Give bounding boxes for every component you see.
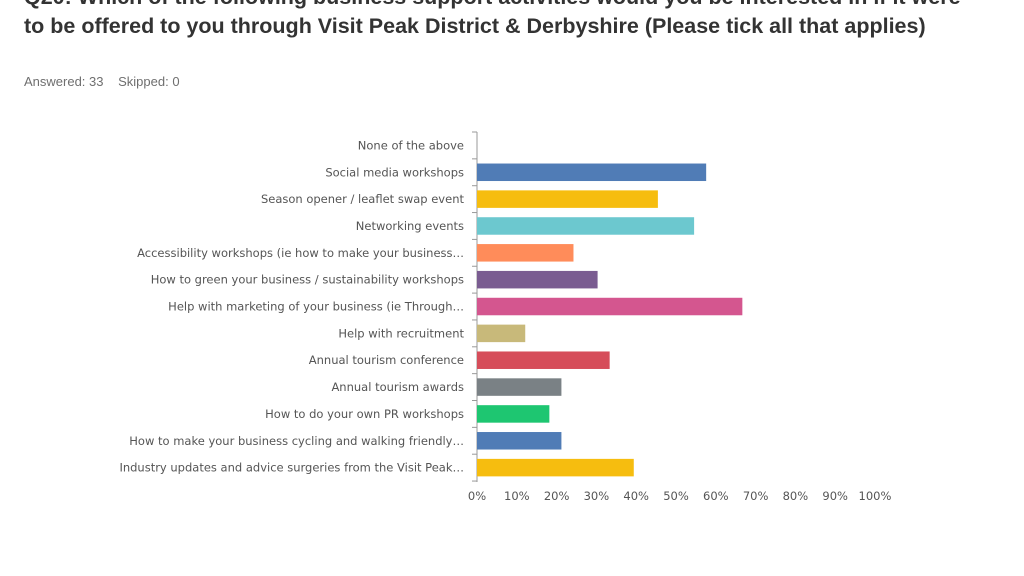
answered-count: Answered: 33 [24,74,104,89]
question-title: Q20: Which of the following business sup… [24,0,961,38]
x-tick-label: 40% [623,489,649,503]
x-tick-label: 50% [663,489,689,503]
category-label: How to do your own PR workshops [265,407,464,421]
bar [477,297,743,316]
category-label: Industry updates and advice surgeries fr… [119,461,464,475]
x-tick-label: 0% [468,489,486,503]
category-label: Networking events [356,219,464,233]
category-label: Help with recruitment [338,326,464,340]
x-tick-label: 10% [504,489,530,503]
x-tick-label: 80% [783,489,809,503]
response-counts: Answered: 33 Skipped: 0 [24,74,180,89]
bar [477,324,526,343]
x-tick-label: 90% [822,489,848,503]
category-label: Annual tourism awards [331,380,464,394]
x-tick-label: 30% [584,489,610,503]
x-tick-label: 60% [703,489,729,503]
category-label: How to green your business / sustainabil… [151,273,464,287]
x-tick-label: 20% [544,489,570,503]
bar [477,351,610,369]
bar [477,163,707,182]
bar [477,270,598,289]
category-label: Accessibility workshops (ie how to make … [137,246,464,260]
category-label: None of the above [358,138,464,152]
bar [477,458,634,477]
category-label: Help with marketing of your business (ie… [168,300,464,314]
x-tick-label: 70% [743,489,769,503]
category-label: Season opener / leaflet swap event [261,192,465,206]
x-tick-label: 100% [859,489,892,503]
category-label: Social media workshops [325,165,464,179]
bar [477,217,695,235]
bar [477,244,574,262]
category-label: How to make your business cycling and wa… [129,434,464,448]
skipped-count: Skipped: 0 [118,74,180,89]
category-label: Annual tourism conference [309,353,464,367]
bar [477,190,658,208]
bar [477,378,562,396]
bar [477,432,562,450]
bar [477,405,550,423]
